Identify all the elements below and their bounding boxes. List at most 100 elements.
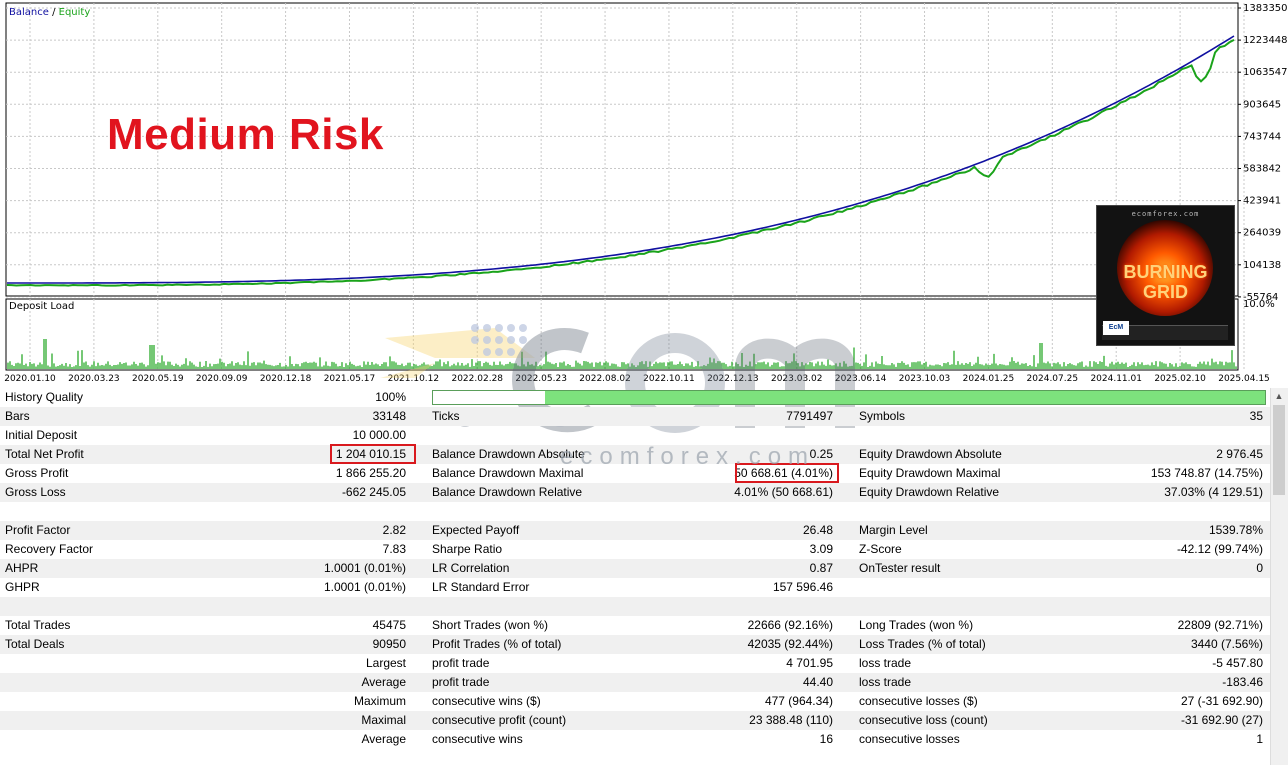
row-value-1: 33148	[372, 409, 406, 423]
table-row: Average profit trade 44.40 loss trade -183.4…	[0, 673, 1270, 692]
history-quality-bar	[432, 390, 1266, 405]
table-row: Total Deals 90950 Profit Trades (% of tota…	[0, 635, 1270, 654]
row-value-1: 90950	[372, 637, 406, 651]
legend-equity: Equity	[58, 7, 91, 18]
x-tick-label: 2022.05.23	[515, 374, 567, 384]
row-value-2: 157 596.46	[772, 580, 833, 594]
row-value-1: 2.82	[382, 523, 406, 537]
row-label-3: consecutive losses ($)	[859, 694, 978, 708]
badge-line2: GRID	[1143, 282, 1188, 302]
row-label-1: AHPR	[5, 561, 39, 575]
table-row: Gross Profit 1 866 255.20 Balance Drawdown…	[0, 464, 1270, 483]
flame-icon	[1117, 220, 1213, 316]
row-label-1: Gross Loss	[5, 485, 66, 499]
row-value-3: 1539.78%	[1208, 523, 1263, 537]
y-tick-label: 1063547	[1243, 67, 1288, 78]
row-label-2: LR Standard Error	[432, 580, 530, 594]
scroll-up-arrow-icon[interactable]: ▲	[1274, 391, 1284, 401]
row-label-3: Symbols	[859, 409, 906, 423]
y-tick-label: 1383350	[1243, 3, 1288, 14]
row-label-3: Equity Drawdown Absolute	[859, 447, 1002, 461]
row-value-2: 7791497	[786, 409, 833, 423]
watermark-text: ecomforex.com	[560, 443, 816, 470]
row-label-3: consecutive losses	[859, 732, 960, 746]
x-tick-label: 2020.03.23	[68, 374, 120, 384]
row-label-3: Long Trades (won %)	[859, 618, 974, 632]
x-tick-label: 2022.10.11	[643, 374, 695, 384]
row-label-1: Largest	[365, 656, 406, 670]
x-tick-label: 2023.06.14	[835, 374, 887, 384]
row-value-1: 45475	[372, 618, 406, 632]
row-value-3: 22809 (92.71%)	[1177, 618, 1263, 632]
table-row	[0, 597, 1270, 616]
y-tick-label: 264039	[1243, 228, 1281, 239]
row-label-2: LR Correlation	[432, 561, 510, 575]
row-label-2: profit trade	[432, 675, 490, 689]
row-value-2: 477 (964.34)	[764, 694, 833, 708]
row-label-3: loss trade	[859, 656, 912, 670]
x-tick-label: 2021.05.17	[324, 374, 376, 384]
row-label-1: Recovery Factor	[5, 542, 94, 556]
table-row: Profit Factor 2.82 Expected Payoff 26.48 Mar…	[0, 521, 1270, 540]
row-label-3: Equity Drawdown Relative	[859, 485, 1000, 499]
row-label-2: profit trade	[432, 656, 490, 670]
x-tick-label: 2023.03.02	[771, 374, 823, 384]
row-value-2: 16	[819, 732, 833, 746]
y-tick-label: -55764	[1243, 292, 1278, 303]
row-value-1: -662 245.05	[341, 485, 406, 499]
equity-line	[6, 39, 1235, 287]
row-label-2: consecutive wins	[432, 732, 523, 746]
badge-product-name: BURNING GRID	[1097, 262, 1234, 302]
table-row: Largest profit trade 4 701.95 loss trade -5 …	[0, 654, 1270, 673]
backtest-chart: 1383350 1223448 1063547 903645 743744 583842 4…	[4, 2, 1288, 384]
row-value-3: 37.03% (4 129.51)	[1164, 485, 1263, 499]
row-value-3: 35	[1249, 409, 1263, 423]
row-value-1: 1 204 010.15	[335, 447, 406, 461]
y-tick-label: 743744	[1243, 131, 1281, 142]
row-label-3: consecutive loss (count)	[859, 713, 988, 727]
table-row: Total Trades 45475 Short Trades (won %) 226…	[0, 616, 1270, 635]
row-value-1: 10 000.00	[352, 428, 406, 442]
row-value-2: 4 701.95	[786, 656, 833, 670]
row-label-2: Balance Drawdown Absolute	[432, 447, 585, 461]
row-label-1: Initial Deposit	[5, 428, 78, 442]
y-tick-label: 583842	[1243, 164, 1281, 175]
row-value-3: 27 (-31 692.90)	[1180, 694, 1263, 708]
table-row: Initial Deposit 10 000.00	[0, 426, 1270, 445]
x-tick-label: 2024.01.25	[963, 374, 1015, 384]
x-tick-label: 2025.04.15	[1218, 374, 1270, 384]
history-quality-label: History Quality	[5, 390, 84, 404]
row-value-2: 44.40	[802, 675, 833, 689]
row-value-3: 153 748.87 (14.75%)	[1150, 466, 1263, 480]
row-value-3: 1	[1256, 732, 1263, 746]
x-tick-label: 2020.05.19	[132, 374, 184, 384]
row-label-3: loss trade	[859, 675, 912, 689]
main-plot-frame	[5, 2, 1239, 297]
table-row: Bars 33148 Ticks 7791497 Symbols 35	[0, 407, 1270, 426]
row-label-2: consecutive profit (count)	[432, 713, 567, 727]
chart-legend: Balance / Equity	[9, 7, 90, 18]
row-value-1: 1.0001 (0.01%)	[323, 561, 406, 575]
row-value-2: 23 388.48 (110)	[749, 713, 833, 727]
y-tick-label: 1223448	[1243, 35, 1288, 46]
row-label-2: Ticks	[432, 409, 460, 423]
balance-equity-chart-svg: 1383350 1223448 1063547 903645 743744 583842 4…	[4, 2, 1288, 384]
table-row: AHPR 1.0001 (0.01%) LR Correlation 0.87 OnTe…	[0, 559, 1270, 578]
row-label-3: Z-Score	[859, 542, 902, 556]
row-label-1: Average	[361, 675, 406, 689]
report-table: History Quality 100% Bars 33148 Ticks 7791497…	[0, 388, 1270, 765]
scroll-thumb[interactable]	[1273, 405, 1285, 495]
row-value-2: 0.87	[809, 561, 833, 575]
badge-line1: BURNING	[1123, 262, 1208, 282]
row-value-2: 50 668.61 (4.01%)	[734, 466, 833, 480]
row-value-2: 0.25	[809, 447, 833, 461]
x-tick-label: 2022.02.28	[451, 374, 503, 384]
highlight-balance-drawdown-max	[735, 463, 839, 483]
x-tick-label: 2022.08.02	[579, 374, 631, 384]
row-value-2: 26.48	[802, 523, 833, 537]
badge-site-text: ecomforex.com	[1131, 210, 1200, 218]
row-label-1: Maximal	[361, 713, 406, 727]
row-value-1: 7.83	[382, 542, 406, 556]
row-value-3: -183.46	[1222, 675, 1263, 689]
table-row: History Quality 100%	[0, 388, 1270, 407]
